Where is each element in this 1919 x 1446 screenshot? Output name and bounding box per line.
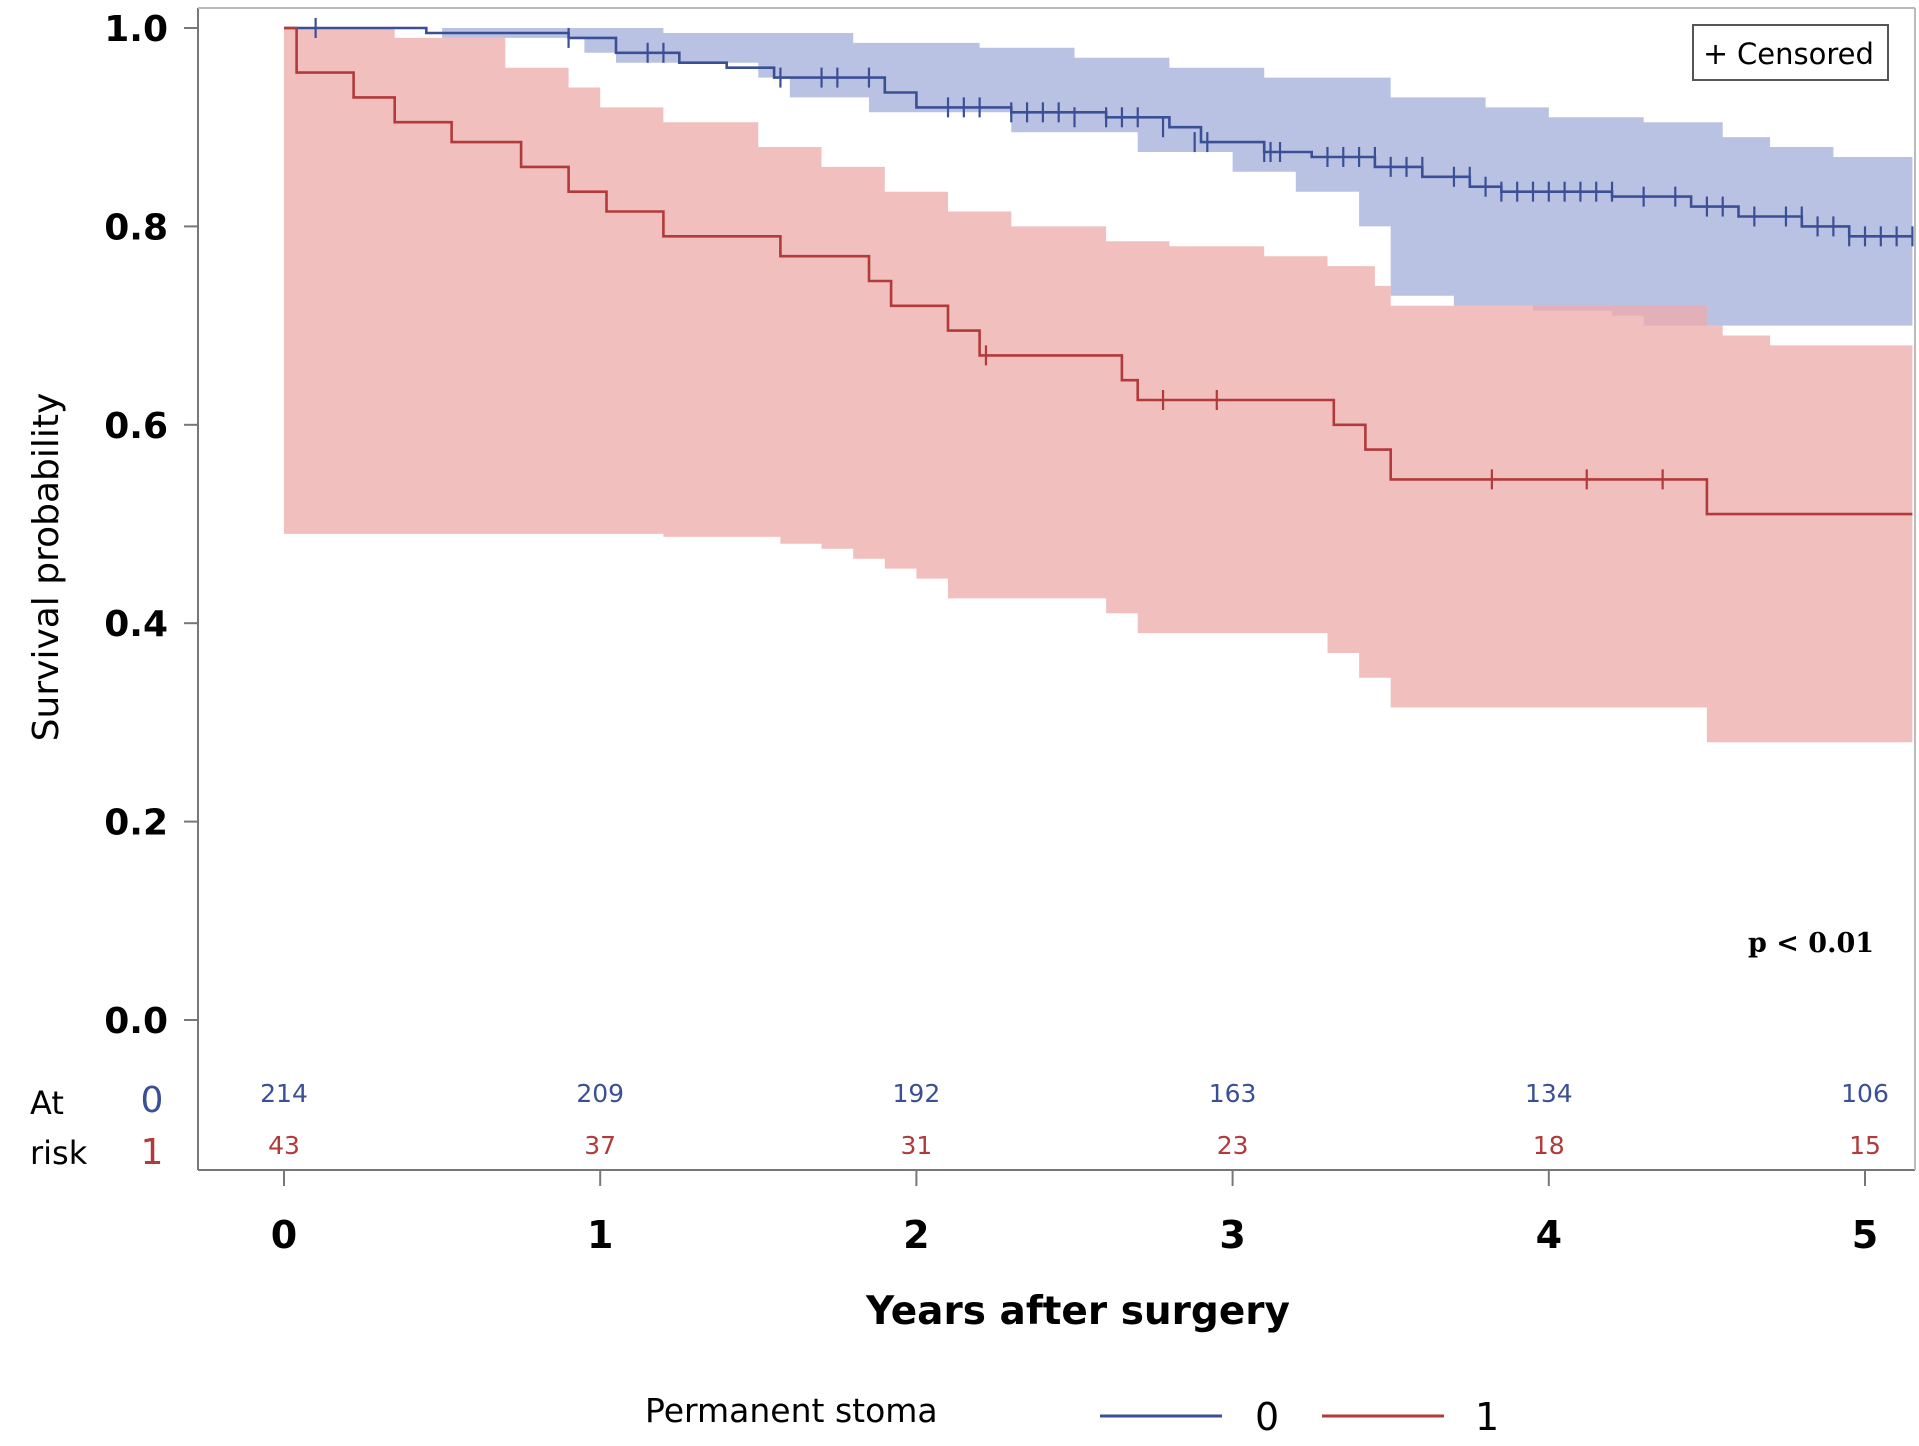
ci-band-series-0 (284, 28, 1913, 326)
at-risk-count: 43 (268, 1131, 300, 1160)
at-risk-count: 23 (1217, 1131, 1249, 1160)
at-risk-count: 31 (900, 1131, 932, 1160)
y-tick-label: 0.4 (104, 604, 168, 645)
x-tick-label: 1 (587, 1213, 613, 1257)
at-risk-group-1: 1 (141, 1132, 164, 1173)
at-risk-count: 18 (1533, 1131, 1565, 1160)
legend-label-0: 0 (1255, 1395, 1279, 1439)
at-risk-count: 209 (576, 1079, 624, 1108)
at-risk-count: 106 (1841, 1079, 1889, 1108)
survival-line-series-0 (284, 26, 1913, 238)
ci-band-series-1 (284, 28, 1913, 743)
y-tick-label: 0.2 (104, 803, 168, 844)
y-axis-label: Survival probability (26, 393, 67, 742)
censored-marks (314, 18, 1914, 490)
at-risk-count: 214 (260, 1079, 308, 1108)
confidence-bands (284, 28, 1913, 743)
at-risk-count: 163 (1209, 1079, 1257, 1108)
survival-curves (284, 26, 1913, 516)
x-tick-label: 0 (271, 1213, 297, 1257)
censored-legend-box (1692, 24, 1889, 81)
at-risk-group-0: 0 (141, 1080, 164, 1121)
survival-line-series-1 (284, 26, 1913, 516)
x-axis-label: Years after surgery (865, 1289, 1290, 1334)
y-tick-label: 1.0 (104, 9, 168, 50)
legend-title: Permanent stoma (645, 1391, 938, 1430)
at-risk-label-line2: risk (30, 1134, 88, 1172)
censored-legend-symbol: + (1703, 37, 1728, 72)
at-risk-count: 192 (893, 1079, 941, 1108)
x-tick-label: 2 (903, 1213, 929, 1257)
x-tick-label: 5 (1852, 1213, 1878, 1257)
at-risk-count: 134 (1525, 1079, 1573, 1108)
at-risk-table: 0 214 209 192 163 134 106 1 43 37 31 23 18 15 (141, 1079, 1889, 1173)
at-risk-label-line1: At (30, 1084, 64, 1122)
y-tick-label: 0.6 (104, 406, 168, 447)
y-tick-label: 0.0 (104, 1001, 168, 1042)
y-axis-ticks: 0.0 0.2 0.4 0.6 0.8 1.0 (104, 9, 198, 1042)
x-axis-ticks: 0 1 2 3 4 5 (271, 1170, 1878, 1257)
at-risk-count: 15 (1849, 1131, 1881, 1160)
x-tick-label: 4 (1536, 1213, 1562, 1257)
legend-label-1: 1 (1475, 1395, 1499, 1439)
p-value: p < 0.01 (1748, 928, 1874, 959)
censored-legend-label: Censored (1737, 37, 1874, 71)
y-tick-label: 0.8 (104, 207, 168, 248)
at-risk-count: 37 (584, 1131, 616, 1160)
x-tick-label: 3 (1219, 1213, 1245, 1257)
